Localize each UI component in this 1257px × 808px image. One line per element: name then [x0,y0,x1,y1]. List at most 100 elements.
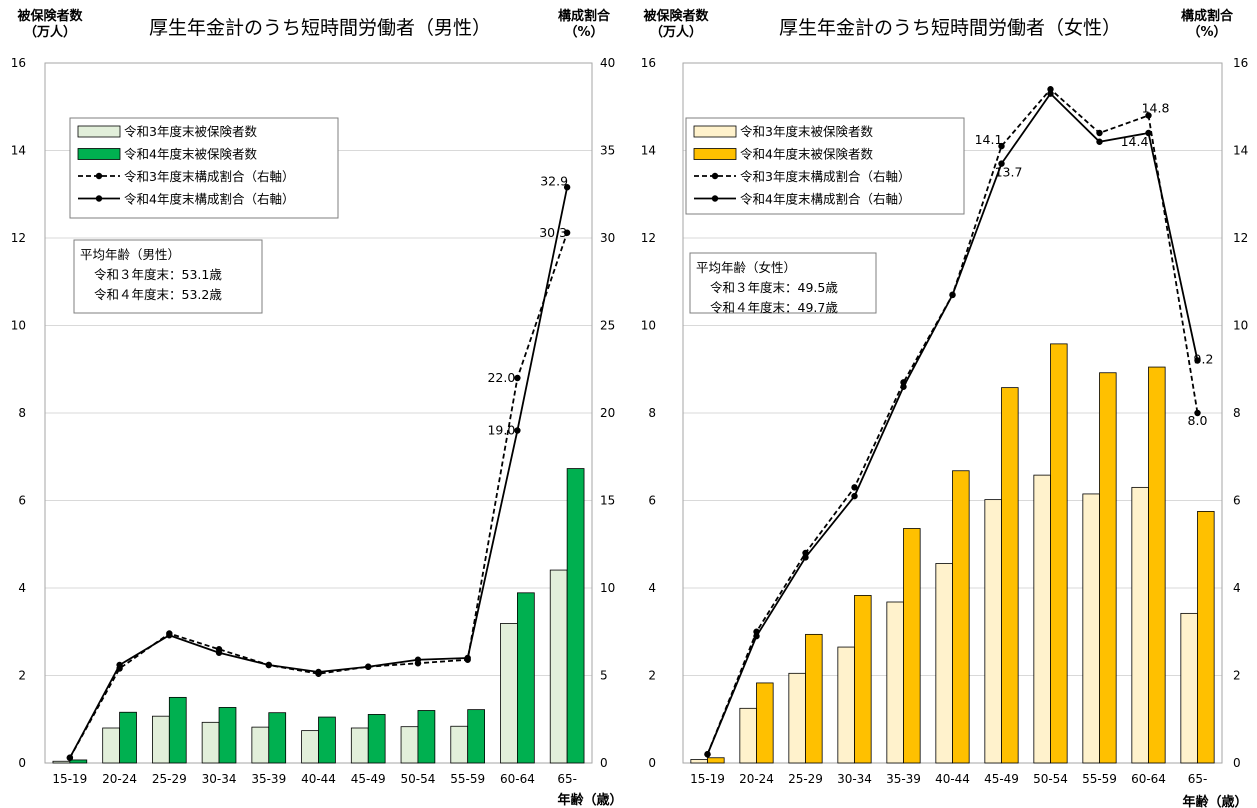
y-right-tick-label: 35 [600,144,615,158]
bar-r4 [1148,366,1166,764]
average-age-text: 令和４年度末：49.7歳 [710,300,838,315]
data-label: 32.9 [540,173,568,188]
x-tick-label: 60-64 [1131,772,1166,786]
line-point [66,754,74,761]
bar-r4 [707,757,725,764]
line-point [1194,357,1201,364]
y-right-axis-label: （%） [1187,24,1226,40]
bar-r4 [1001,387,1019,764]
x-tick-label: 50-54 [1033,772,1068,786]
line-point [1145,112,1152,119]
y-left-tick-label: 4 [18,581,26,595]
bar-r3 [788,672,806,764]
legend-marker [711,195,719,202]
y-left-axis-label: 被保険者数 [16,8,83,24]
x-tick-label: 65- [1188,772,1208,786]
bar-r3 [837,646,855,764]
legend-marker [95,172,103,180]
bar-r4 [805,633,823,764]
bar-r4 [69,759,88,764]
legend-marker [711,172,719,180]
x-tick-label: 45-49 [351,772,386,786]
line-point [998,142,1005,150]
line-point [802,554,809,561]
bar-r4 [268,712,287,764]
y-left-tick-label: 14 [641,144,656,158]
y-right-tick-label: 14 [1233,144,1248,158]
y-right-tick-label: 4 [1233,581,1241,595]
line-point [1047,90,1054,97]
legend-swatch [693,148,737,160]
line-point [753,632,760,640]
line-point [1145,129,1152,137]
y-right-axis-label: （%） [564,24,603,40]
y-right-tick-label: 10 [1233,319,1248,333]
bar-r4 [1050,343,1068,764]
chart-female: 0 2 4 6 8 10 12 14 16 0 2 4 6 8 10 12 14 16 15-19 20-24 25-2… [641,8,1249,808]
bar-r3 [1180,612,1198,764]
y-left-tick-label: 6 [648,494,656,508]
line-point [900,383,907,390]
bar-r3 [52,760,71,764]
data-label: 14.8 [1142,101,1170,116]
bar-r4 [952,470,970,764]
line-point [514,374,521,382]
bar-r4 [756,682,774,764]
line-point [365,663,372,670]
x-tick-label: 30-34 [837,772,872,786]
x-axis-label: 年齢（歳） [1182,794,1247,808]
bar-r4 [517,592,535,764]
x-tick-label: 40-44 [301,772,336,786]
legend-label: 令和4年度末構成割合（右軸） [124,192,294,207]
line-point [166,632,173,639]
average-age-text: 令和４年度末：53.2歳 [94,287,222,302]
x-tick-label: 20-24 [102,772,137,786]
legend-swatch [77,125,121,138]
line-point [414,656,422,663]
line-point [1047,86,1054,93]
x-tick-label: 25-29 [152,772,187,786]
data-label: 8.0 [1188,413,1208,428]
y-left-tick-label: 16 [641,56,656,70]
bar-r3 [1082,493,1100,764]
bar-r4 [854,595,872,764]
chart-male: 0 2 4 6 8 10 12 14 16 0 5 10 15 20 25 30 35 40 15-19 20-24 2… [11,8,623,808]
data-label: 30.3 [539,225,567,240]
y-left-axis-label: 被保険者数 [642,8,709,24]
legend-label: 令和4年度末被保険者数 [124,147,257,162]
x-tick-label: 60-64 [500,772,535,786]
y-left-tick-label: 12 [11,231,26,245]
y-right-tick-label: 5 [600,669,608,683]
x-tick-label: 45-49 [984,772,1019,786]
y-left-tick-label: 4 [648,581,656,595]
y-left-tick-label: 14 [11,144,26,158]
x-tick-label: 55-59 [450,772,485,786]
bar-r4 [566,468,585,764]
y-right-tick-label: 8 [1233,406,1241,420]
bar-r3 [739,707,757,764]
line-point [851,484,858,491]
y-right-tick-label: 12 [1233,231,1248,245]
y-left-tick-label: 2 [18,669,26,683]
y-left-axis-label: （万人） [24,24,76,40]
line-point [116,661,123,669]
y-right-tick-label: 30 [600,231,615,245]
bar-r4 [168,696,187,764]
x-tick-label: 65- [557,772,577,786]
average-age-text: 令和３年度末：53.1歳 [94,267,222,282]
line-point [514,427,521,434]
x-tick-label: 50-54 [401,772,436,786]
line-point [563,184,571,191]
line-point [464,654,471,662]
line-point [1194,409,1201,417]
y-right-tick-label: 0 [1233,756,1241,770]
y-right-tick-label: 0 [600,756,608,770]
line-point [215,649,223,656]
y-left-axis-label: （万人） [650,24,702,40]
y-right-tick-label: 15 [600,494,615,508]
bar-r3 [152,715,170,764]
bar-r3 [886,601,904,764]
y-right-tick-label: 25 [600,319,615,333]
line-point [998,160,1005,167]
